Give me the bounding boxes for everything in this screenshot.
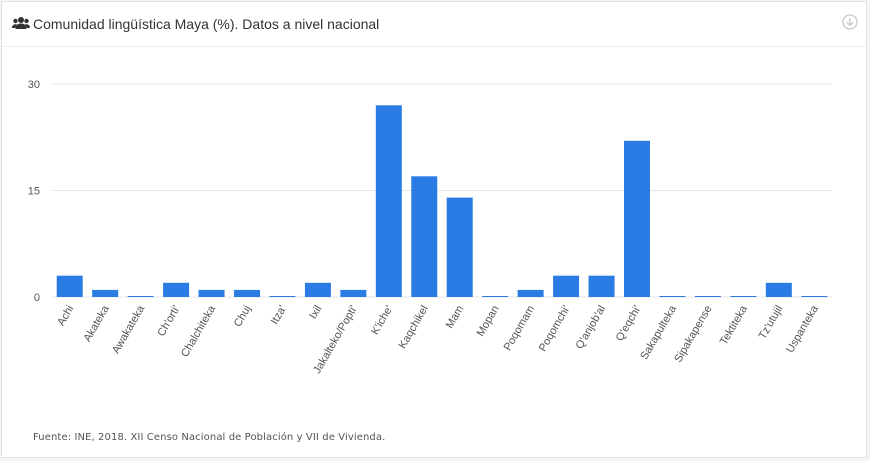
x-tick-label: Tz'utujil [757, 304, 786, 342]
bar [304, 282, 331, 297]
bar [553, 275, 580, 297]
x-tick-label: Q'anjob'al [574, 304, 609, 352]
x-tick-label: Awakateka [110, 303, 148, 356]
bar [163, 282, 190, 297]
bar [92, 289, 119, 297]
bar [588, 275, 615, 297]
x-tick-label: Tektiteka [718, 303, 751, 347]
x-tick-label: Akateka [82, 303, 113, 344]
x-tick-label: Chuj [232, 304, 254, 330]
x-tick-label: Chalchiteka [179, 303, 219, 360]
x-tick-label: Q'eqchi' [614, 304, 644, 344]
bar [127, 296, 154, 297]
chart-source: Fuente: INE, 2018. XII Censo Nacional de… [33, 432, 386, 443]
x-tick-label: Sipakapense [672, 304, 714, 365]
bar [801, 296, 828, 297]
bar [694, 296, 721, 297]
x-tick-label: Itza' [269, 304, 289, 327]
y-tick-label: 30 [28, 79, 40, 91]
x-tick-label: Poqomam [502, 304, 537, 353]
bar [411, 176, 438, 297]
bar [340, 289, 367, 297]
y-tick-label: 0 [34, 292, 40, 304]
x-tick-label: Ch'orti' [156, 304, 183, 339]
x-tick-label: Uspanteka [784, 303, 821, 355]
x-tick-label: Mam [444, 304, 467, 331]
y-tick-label: 15 [28, 186, 40, 198]
x-tick-label: Sakapulteka [638, 303, 679, 362]
download-icon[interactable] [842, 14, 858, 30]
x-tick-label: Achi [55, 304, 76, 329]
x-tick-label: K'iche' [369, 304, 395, 337]
bar [730, 296, 757, 297]
bar [269, 296, 296, 297]
x-tick-label: Mopan [475, 304, 502, 339]
x-tick-label: Ixil [307, 304, 324, 322]
users-icon [12, 17, 30, 29]
bar [482, 296, 509, 297]
x-tick-label: Kaqchikel [397, 304, 431, 351]
bar [659, 296, 686, 297]
chart-title: Comunidad lingüística Maya (%). Datos a … [33, 16, 380, 32]
bar [375, 105, 402, 297]
x-tick-label: Poqomchi' [537, 304, 573, 354]
bar [624, 140, 650, 297]
bar [56, 275, 83, 297]
bar [765, 282, 792, 297]
bar [198, 289, 225, 297]
chart-header: Comunidad lingüística Maya (%). Datos a … [2, 2, 866, 47]
bar [234, 289, 260, 297]
bar [517, 289, 544, 297]
bar [446, 197, 473, 297]
